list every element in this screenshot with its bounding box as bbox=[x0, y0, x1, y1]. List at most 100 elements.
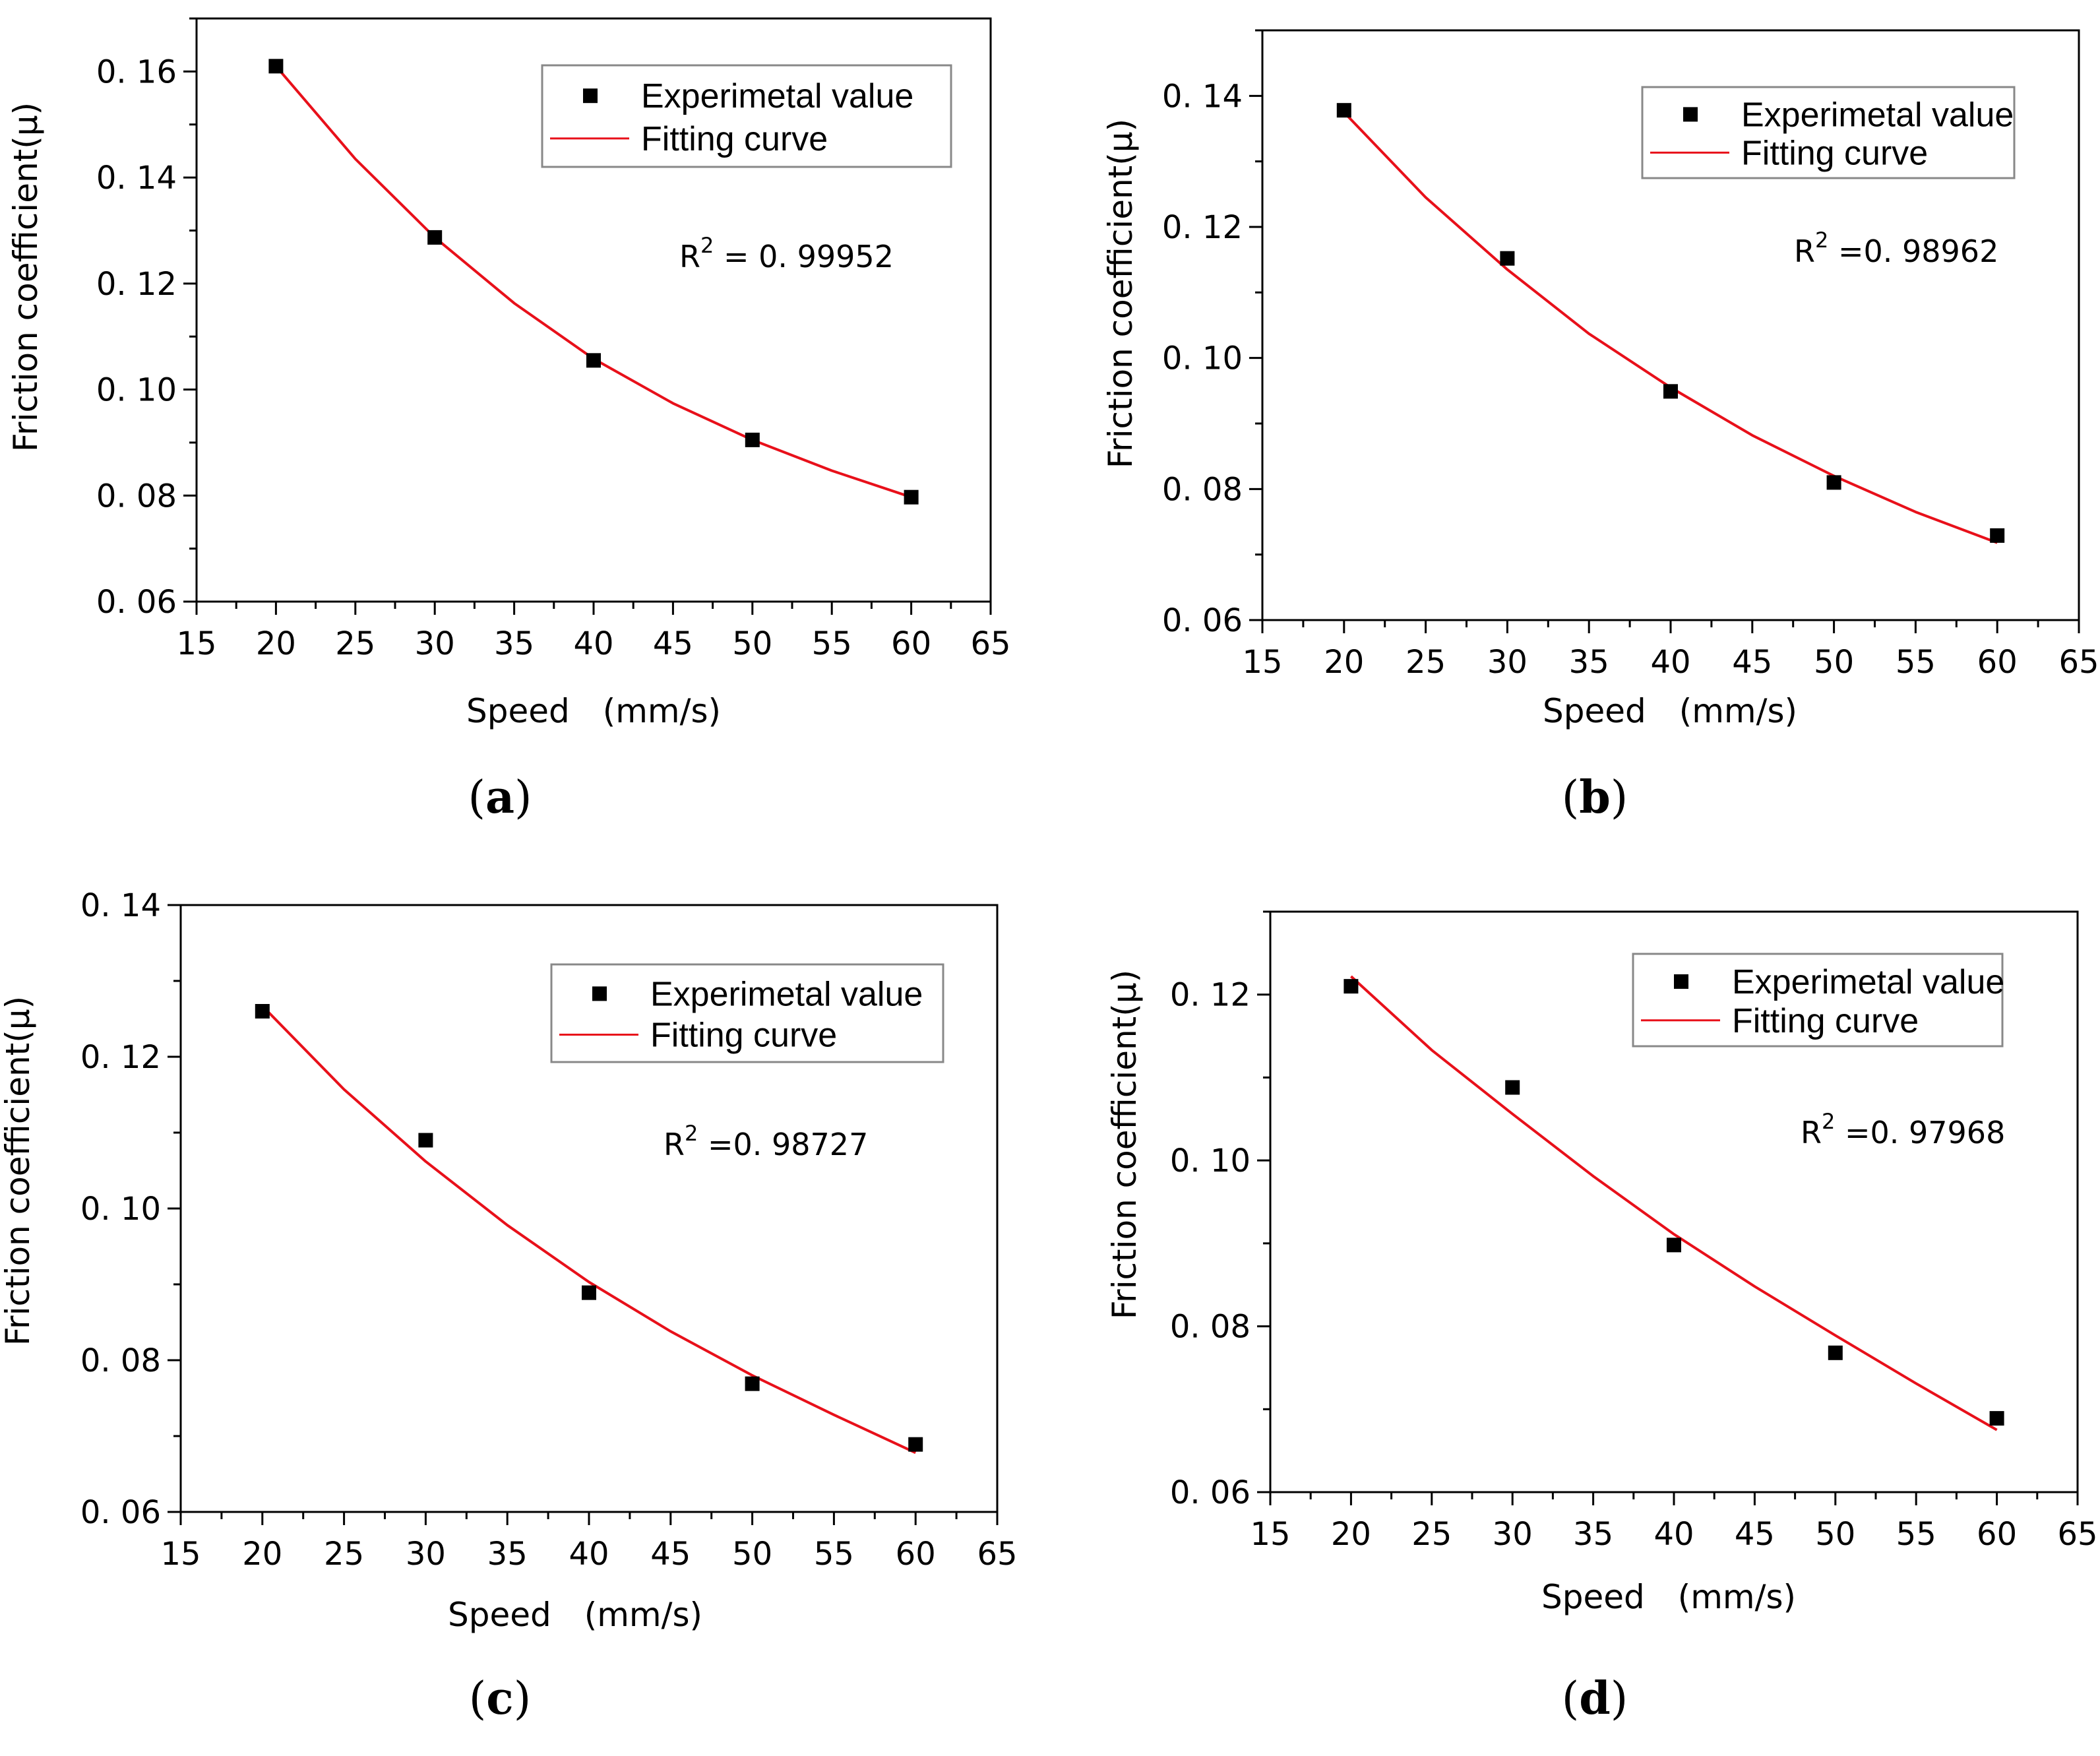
x-tick-label: 50 bbox=[732, 625, 772, 662]
r-squared-exponent: 2 bbox=[700, 233, 714, 258]
experimental-point bbox=[745, 432, 760, 447]
legend-marker-square bbox=[1674, 974, 1688, 989]
y-axis-title: Friction coefficient(μ) bbox=[1101, 119, 1140, 468]
x-tick-label: 50 bbox=[1814, 644, 1854, 681]
legend-marker-square bbox=[592, 986, 607, 1001]
caption-close-paren: ) bbox=[514, 1673, 532, 1725]
r-squared-symbol: R bbox=[1794, 234, 1815, 269]
x-tick-label: 20 bbox=[1324, 644, 1364, 681]
x-tick-label: 15 bbox=[1250, 1516, 1290, 1553]
y-tick-label: 0. 08 bbox=[1162, 471, 1243, 508]
y-tick-label: 0. 08 bbox=[80, 1342, 161, 1379]
x-tick-label: 20 bbox=[1331, 1516, 1371, 1553]
y-tick-label: 0. 08 bbox=[1170, 1309, 1251, 1346]
x-tick-label: 40 bbox=[1653, 1516, 1694, 1553]
r-squared-value: =0. 98727 bbox=[698, 1127, 868, 1162]
x-axis-title: Speed (mm/s) bbox=[1543, 692, 1797, 730]
r-squared-value: =0. 98962 bbox=[1828, 234, 1998, 269]
y-axis-title: Friction coefficient(μ) bbox=[0, 996, 37, 1346]
caption-open-paren: ( bbox=[1562, 772, 1580, 824]
legend: Experimetal value Fitting curve bbox=[550, 963, 944, 1063]
caption-letter: c bbox=[486, 1672, 513, 1725]
r-squared-annotation: R2 =0. 98727 bbox=[664, 1121, 868, 1162]
x-tick-label: 60 bbox=[896, 1536, 936, 1573]
experimental-point bbox=[268, 59, 284, 74]
y-tick-label: 0. 08 bbox=[96, 478, 177, 515]
legend-label-experimental: Experimetal value bbox=[1732, 963, 2004, 1001]
x-tick-label: 45 bbox=[1732, 644, 1772, 681]
x-tick-label: 20 bbox=[256, 625, 296, 662]
caption-open-paren: ( bbox=[469, 1673, 487, 1725]
x-tick-label: 25 bbox=[324, 1536, 364, 1573]
experimental-point bbox=[745, 1376, 760, 1391]
y-tick-label: 0. 06 bbox=[1162, 602, 1243, 639]
x-tick-label: 30 bbox=[1487, 644, 1528, 681]
x-tick-label: 55 bbox=[1896, 1516, 1936, 1553]
x-tick-label: 30 bbox=[1493, 1516, 1533, 1553]
y-tick-label: 0. 12 bbox=[1170, 977, 1251, 1014]
panel-caption: (a) bbox=[468, 771, 532, 824]
caption-open-paren: ( bbox=[1562, 1673, 1580, 1725]
experimental-point bbox=[1336, 103, 1351, 118]
y-tick-label: 0. 14 bbox=[80, 887, 161, 924]
legend-marker-square bbox=[1683, 107, 1698, 122]
legend-label-fit: Fitting curve bbox=[1732, 1002, 1919, 1040]
y-axis-title: Friction coefficient(μ) bbox=[7, 102, 45, 452]
r-squared-exponent: 2 bbox=[1815, 228, 1828, 253]
y-tick-label: 0. 12 bbox=[1162, 209, 1243, 246]
legend-box bbox=[550, 963, 944, 1063]
experimental-point bbox=[427, 230, 443, 245]
legend-label-experimental: Experimetal value bbox=[1741, 96, 2014, 134]
chart-panel-b: 15 20 25 30 35 40 45 50 55 60 65 0. 06 0. 08 0. 10 0. … bbox=[1101, 29, 2099, 824]
fitting-curve-line bbox=[1350, 975, 1998, 1431]
x-tick-label: 30 bbox=[415, 625, 455, 662]
x-tick-label: 40 bbox=[1650, 644, 1690, 681]
caption-letter: d bbox=[1579, 1672, 1611, 1725]
experimental-point bbox=[255, 1004, 270, 1019]
experimental-point bbox=[1505, 1080, 1520, 1095]
experimental-point bbox=[1343, 979, 1359, 994]
panel-caption: (d) bbox=[1562, 1672, 1628, 1725]
experimental-point bbox=[1500, 251, 1515, 266]
x-tick-label: 40 bbox=[573, 625, 613, 662]
legend-label-fit: Fitting curve bbox=[650, 1017, 837, 1055]
x-tick-label: 40 bbox=[569, 1536, 609, 1573]
x-tick-label: 50 bbox=[1815, 1516, 1855, 1553]
experimental-point bbox=[586, 353, 601, 368]
x-tick-label: 30 bbox=[406, 1536, 446, 1573]
y-tick-label: 0. 12 bbox=[96, 266, 177, 303]
x-tick-label: 20 bbox=[242, 1536, 282, 1573]
x-tick-label: 25 bbox=[1405, 644, 1446, 681]
legend-box bbox=[1632, 953, 2004, 1048]
legend-label-experimental: Experimetal value bbox=[650, 975, 923, 1013]
y-tick-label: 0. 10 bbox=[80, 1191, 161, 1228]
y-tick-label: 0. 06 bbox=[96, 584, 177, 621]
x-tick-label: 55 bbox=[812, 625, 852, 662]
r-squared-exponent: 2 bbox=[685, 1121, 698, 1146]
x-tick-label: 45 bbox=[653, 625, 693, 662]
experimental-point bbox=[418, 1133, 433, 1148]
chart-panel-a: 15 20 25 30 35 40 45 50 55 60 65 0. 06 0. 08 0. 10 0. … bbox=[7, 17, 1011, 824]
x-tick-label: 45 bbox=[650, 1536, 691, 1573]
x-tick-label: 60 bbox=[1977, 1516, 2017, 1553]
experimental-point bbox=[908, 1437, 923, 1452]
x-tick-label: 55 bbox=[1896, 644, 1936, 681]
r-squared-symbol: R bbox=[664, 1127, 685, 1162]
chart-panel-c: 15 20 25 30 35 40 45 50 55 60 65 0. 06 0. 08 0. 10 0. … bbox=[0, 887, 1018, 1725]
legend-box bbox=[541, 64, 952, 168]
x-tick-label: 15 bbox=[160, 1536, 201, 1573]
r-squared-value: =0. 97968 bbox=[1835, 1115, 2005, 1150]
x-tick-label: 45 bbox=[1735, 1516, 1775, 1553]
y-tick-label: 0. 06 bbox=[1170, 1474, 1251, 1511]
r-squared-annotation: R2 =0. 97968 bbox=[1801, 1109, 2005, 1150]
y-tick-label: 0. 10 bbox=[1170, 1143, 1251, 1179]
y-tick-label: 0. 06 bbox=[80, 1494, 161, 1531]
x-tick-label: 15 bbox=[176, 625, 216, 662]
r-squared-exponent: 2 bbox=[1822, 1109, 1835, 1134]
panel-caption: (c) bbox=[469, 1672, 531, 1725]
x-axis-title: Speed (mm/s) bbox=[448, 1596, 702, 1634]
